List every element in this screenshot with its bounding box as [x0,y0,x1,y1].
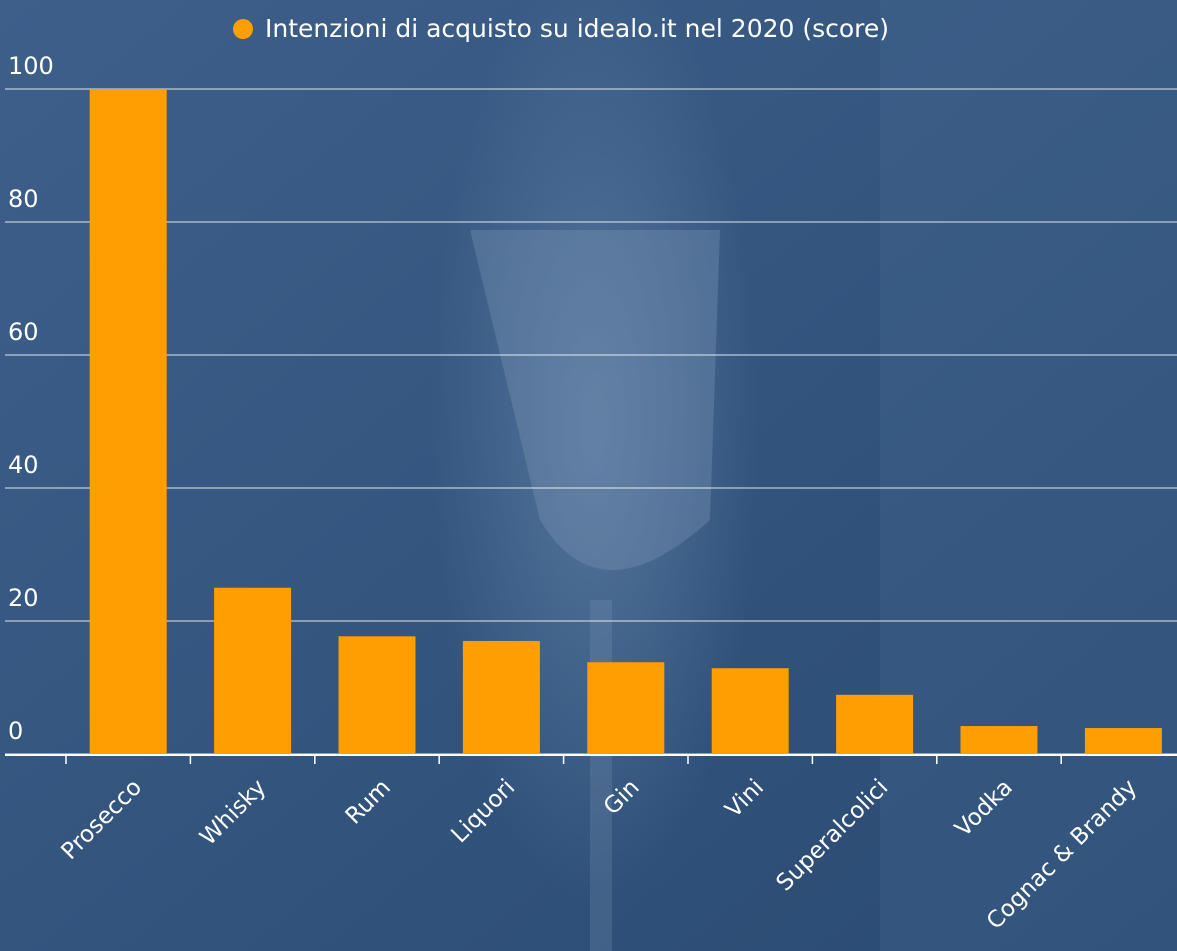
y-tick-label: 20 [8,584,39,612]
y-tick-label: 40 [8,451,39,479]
y-tick-label: 60 [8,318,39,346]
background-stem [590,600,612,951]
bar [961,726,1038,754]
chart: Intenzioni di acquisto su idealo.it nel … [0,0,1177,951]
y-tick-label: 100 [8,52,54,80]
y-tick-label: 80 [8,185,39,213]
bar [1085,728,1162,754]
bar [463,641,540,754]
bar [836,695,913,754]
legend-marker [233,19,253,39]
y-tick-label: 0 [8,717,23,745]
bar [587,662,664,754]
bar [712,668,789,754]
legend-text: Intenzioni di acquisto su idealo.it nel … [265,14,889,43]
bar [214,588,291,754]
bar [339,636,416,754]
bar [90,89,167,754]
background-bottle [880,0,1177,951]
